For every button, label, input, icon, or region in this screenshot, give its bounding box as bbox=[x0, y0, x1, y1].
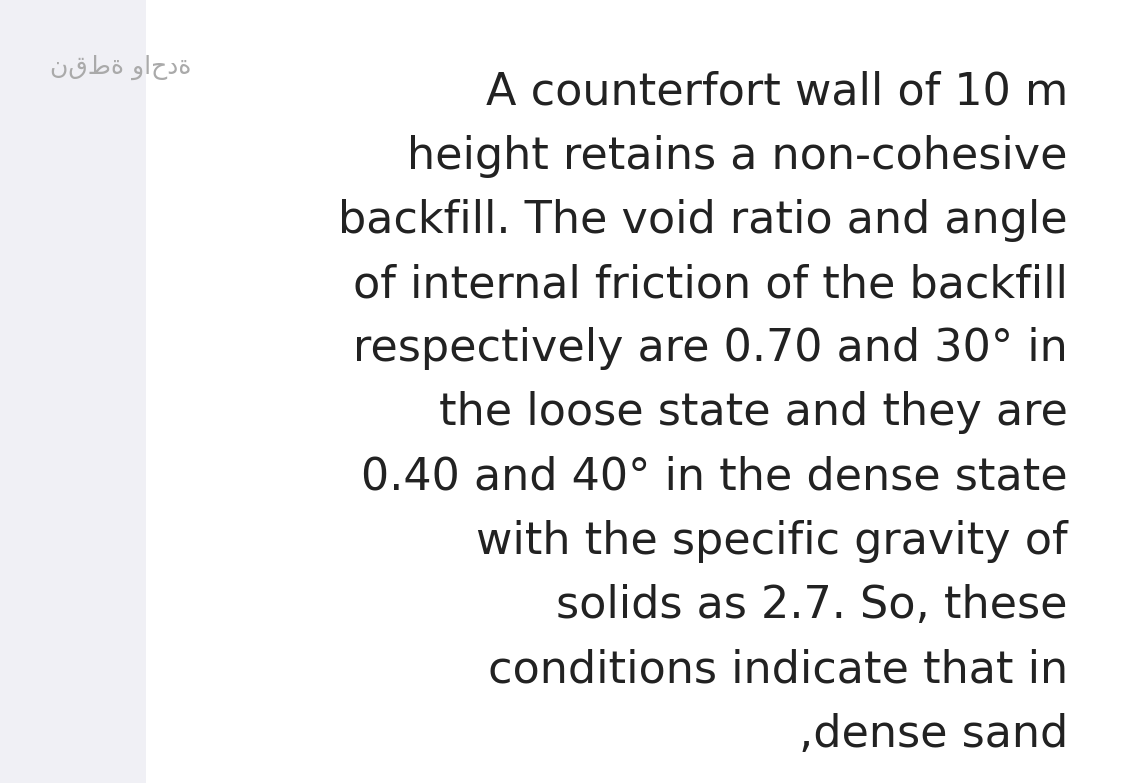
Text: backfill. The void ratio and angle: backfill. The void ratio and angle bbox=[338, 199, 1068, 242]
Text: of internal friction of the backfill: of internal friction of the backfill bbox=[353, 263, 1068, 306]
Text: height retains a non-cohesive: height retains a non-cohesive bbox=[407, 135, 1068, 178]
Text: with the specific gravity of: with the specific gravity of bbox=[477, 520, 1068, 563]
Text: conditions indicate that in: conditions indicate that in bbox=[488, 648, 1068, 691]
Text: solids as 2.7. So, these: solids as 2.7. So, these bbox=[556, 584, 1068, 627]
Text: A counterfort wall of 10 m: A counterfort wall of 10 m bbox=[486, 70, 1068, 114]
Text: the loose state and they are: the loose state and they are bbox=[439, 392, 1068, 435]
Text: respectively are 0.70 and 30° in: respectively are 0.70 and 30° in bbox=[353, 327, 1068, 370]
Text: ,dense sand: ,dense sand bbox=[798, 713, 1068, 756]
Text: 0.40 and 40° in the dense state: 0.40 and 40° in the dense state bbox=[361, 456, 1068, 499]
Text: نقطة واحدة: نقطة واحدة bbox=[49, 55, 191, 80]
